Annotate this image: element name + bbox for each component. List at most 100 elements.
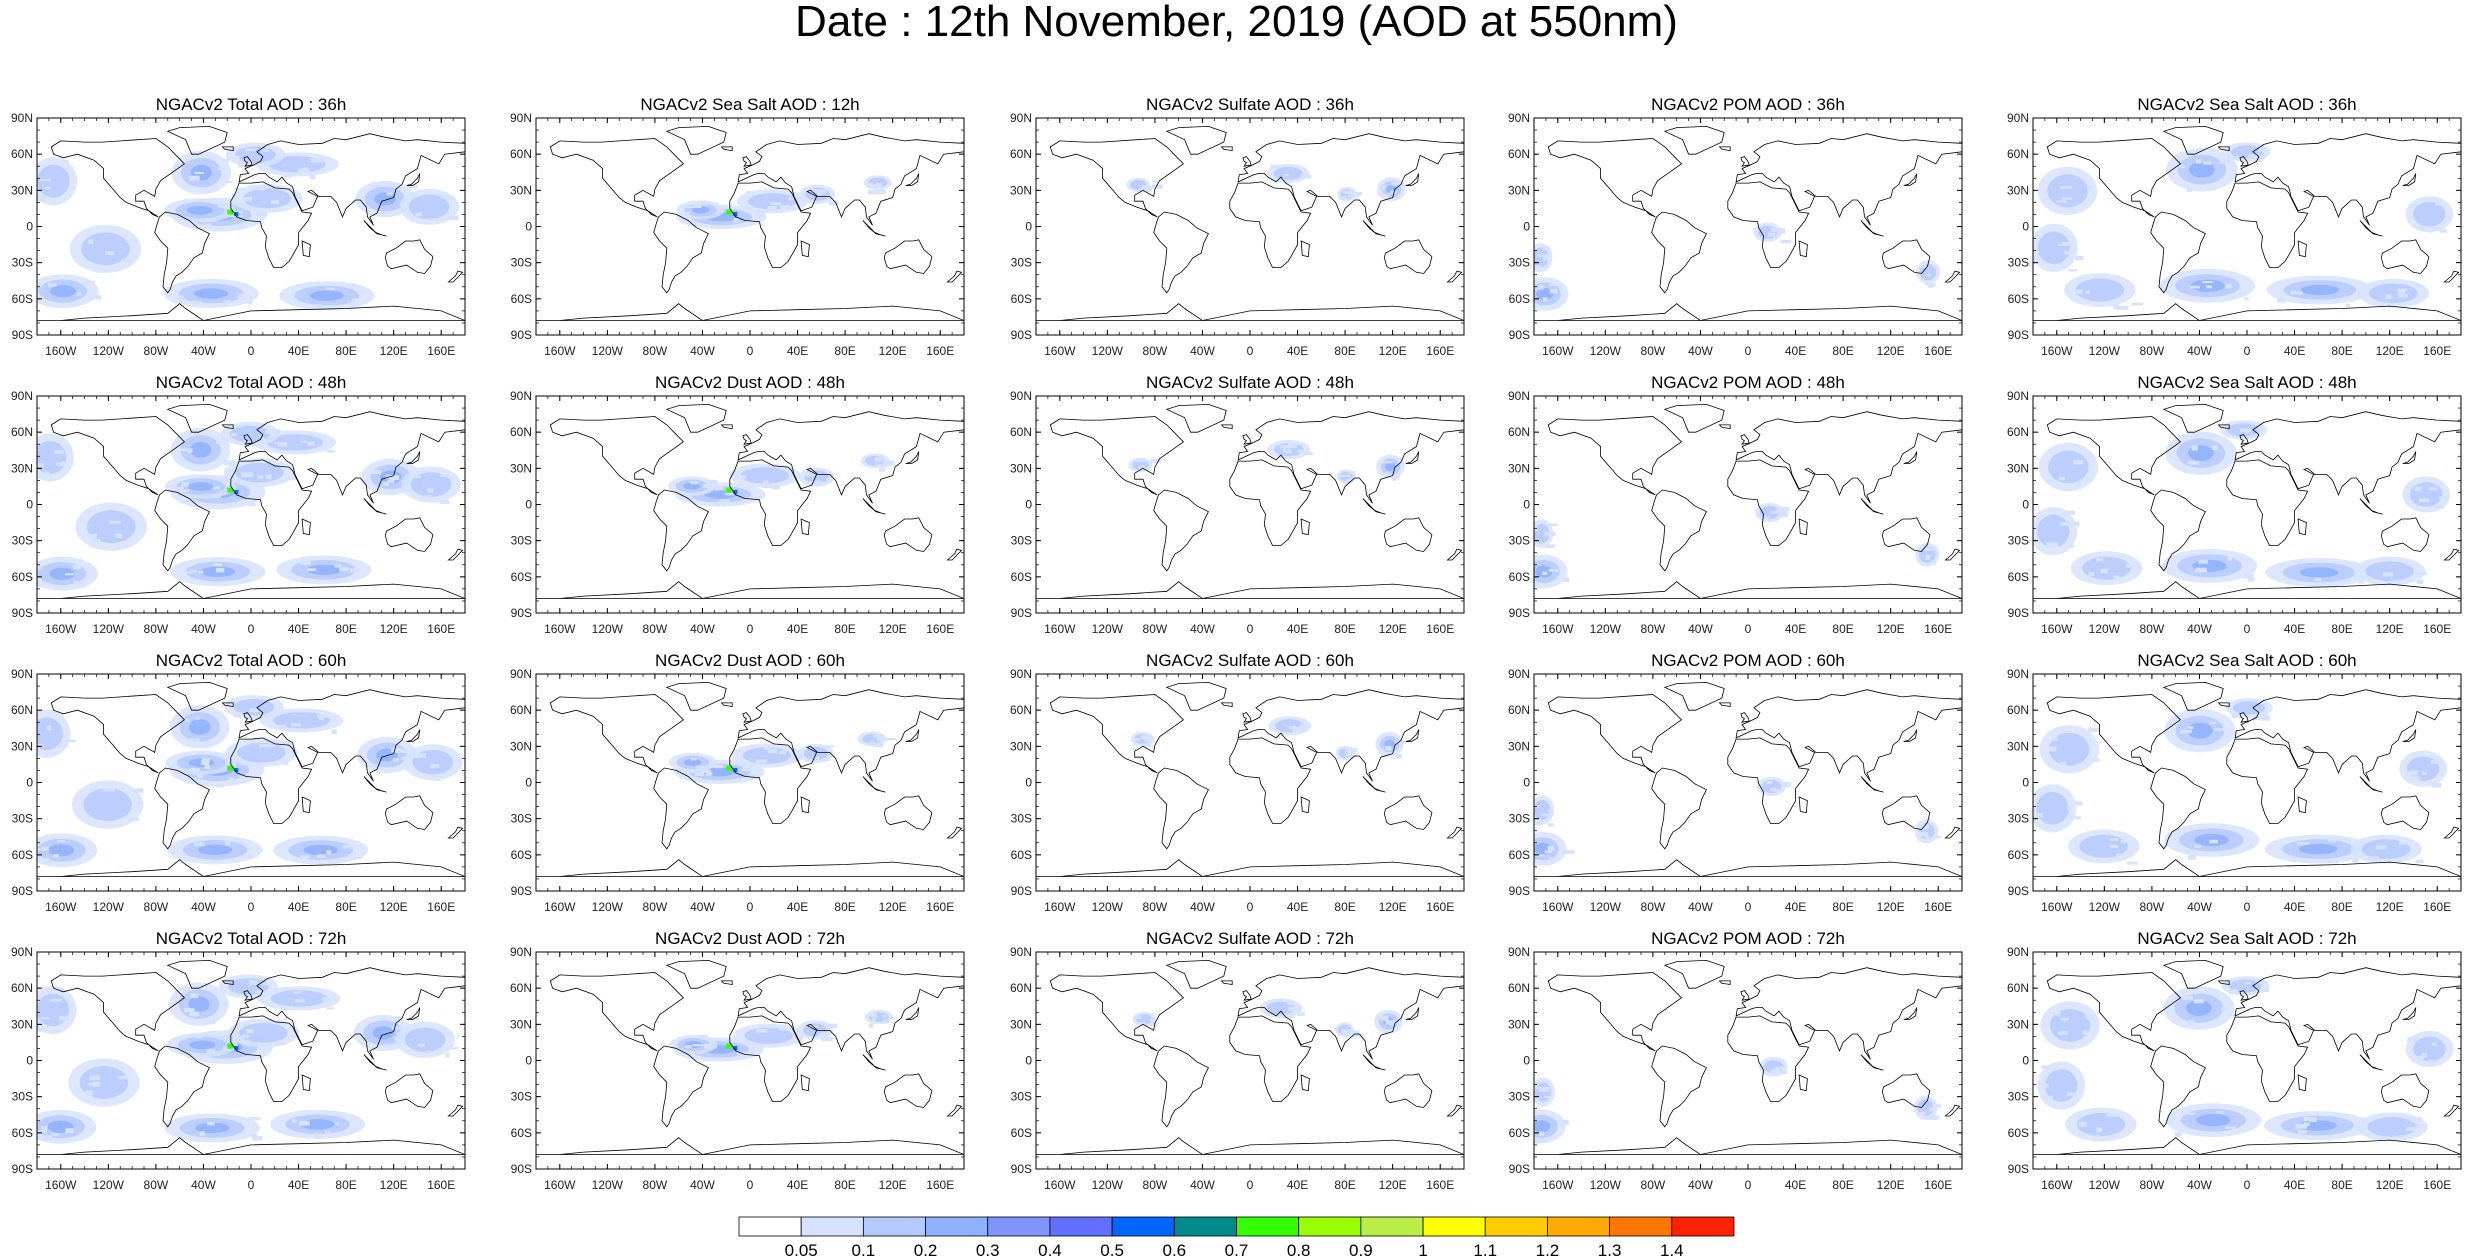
lon-tick-label: 160W: [45, 344, 77, 358]
lon-tick-label: 80E: [1334, 1178, 1355, 1192]
figure-title: Date : 12th November, 2019 (AOD at 550nm…: [795, 0, 1678, 46]
lon-tick-label: 80E: [2331, 900, 2352, 914]
lat-tick-label: 30S: [12, 256, 33, 270]
colorbar-swatch: [1236, 1216, 1300, 1237]
aod-field: [2033, 698, 2447, 865]
lat-tick-label: 90N: [1010, 389, 1032, 403]
lat-tick-label: 0: [525, 1054, 532, 1068]
lon-tick-label: 80W: [144, 622, 169, 636]
lon-tick-label: 0: [1745, 344, 1752, 358]
lat-tick-label: 30N: [510, 739, 532, 753]
lon-tick-label: 40W: [690, 622, 715, 636]
colorbar-label: 0.05: [785, 1241, 818, 1260]
lat-tick-label: 30N: [11, 1017, 33, 1031]
lon-tick-label: 160E: [427, 344, 455, 358]
lat-tick-label: 90S: [1011, 1162, 1032, 1176]
lat-tick-label: 60S: [2008, 570, 2029, 584]
lon-tick-label: 40E: [2284, 344, 2305, 358]
coastlines: [37, 125, 465, 321]
lon-tick-label: 160W: [1044, 900, 1076, 914]
lat-tick-label: 60S: [2008, 292, 2029, 306]
lon-tick-label: 0: [248, 622, 255, 636]
lat-tick-label: 30S: [1509, 1090, 1530, 1104]
map-panel: NGACv2 Sulfate AOD : 72h 90N 60N 30N 0 30S 60S…: [1010, 929, 1465, 1192]
lat-tick-label: 0: [1025, 498, 1032, 512]
aod-field: [1132, 998, 1403, 1037]
lon-tick-label: 160W: [2041, 1178, 2073, 1192]
colorbar-label: 0.6: [1162, 1241, 1186, 1260]
lon-tick-label: 160E: [427, 1178, 455, 1192]
lat-tick-label: 90N: [510, 111, 532, 125]
lon-tick-label: 0: [747, 900, 754, 914]
map-panel: NGACv2 Total AOD : 48h 90N 60N 30N 0 30S 60S 90…: [11, 373, 466, 636]
map-panel: NGACv2 Sea Salt AOD : 60h 90N 60N 30N 0 30S 60…: [2007, 651, 2462, 914]
lat-tick-label: 30S: [1011, 812, 1032, 826]
colorbar-label: 0.4: [1038, 1241, 1062, 1260]
lat-tick-label: 30S: [1509, 256, 1530, 270]
lon-tick-label: 120E: [2376, 1178, 2404, 1192]
lon-tick-label: 160E: [1924, 344, 1952, 358]
lon-tick-label: 120E: [2376, 344, 2404, 358]
lon-tick-label: 120E: [879, 1178, 907, 1192]
lat-tick-label: 60N: [1508, 981, 1530, 995]
lat-tick-label: 90S: [511, 328, 532, 342]
colorbar-swatch: [1609, 1216, 1673, 1237]
lat-tick-label: 0: [2022, 1054, 2029, 1068]
lat-tick-label: 0: [525, 220, 532, 234]
lon-tick-label: 160W: [45, 900, 77, 914]
lat-tick-label: 60N: [510, 425, 532, 439]
coastlines: [37, 959, 465, 1155]
map-panel: NGACv2 Total AOD : 72h 90N 60N 30N 0 30S 60S 90…: [11, 929, 466, 1192]
map-panel: NGACv2 POM AOD : 48h 90N 60N 30N 0 30S 60S 90S 1…: [1508, 373, 1963, 636]
lon-tick-label: 40W: [2187, 1178, 2212, 1192]
lon-tick-label: 40W: [1688, 344, 1713, 358]
panel-title: NGACv2 Dust AOD : 60h: [655, 651, 845, 670]
lon-tick-label: 160E: [1426, 344, 1454, 358]
map-background: [1036, 952, 1464, 1169]
colorbar-label: 1.2: [1536, 1241, 1560, 1260]
lon-tick-label: 40W: [191, 900, 216, 914]
panel-title: NGACv2 Sulfate AOD : 60h: [1146, 651, 1354, 670]
lat-tick-label: 90S: [511, 606, 532, 620]
lon-tick-label: 40E: [1785, 1178, 1806, 1192]
lon-tick-label: 80E: [2331, 1178, 2352, 1192]
lon-tick-label: 80E: [1334, 622, 1355, 636]
lat-tick-label: 30S: [12, 534, 33, 548]
aod-field: [1534, 776, 1941, 866]
lat-tick-label: 90N: [2007, 667, 2029, 681]
lat-tick-label: 0: [26, 498, 33, 512]
lon-tick-label: 80E: [1832, 622, 1853, 636]
lon-tick-label: 80W: [643, 900, 668, 914]
lat-tick-label: 60N: [1508, 703, 1530, 717]
coastlines: [1534, 125, 1962, 321]
lat-tick-label: 90N: [11, 111, 33, 125]
lat-tick-label: 90N: [2007, 945, 2029, 959]
lat-tick-label: 90S: [511, 1162, 532, 1176]
colorbar-label: 1: [1418, 1241, 1427, 1260]
lon-tick-label: 80W: [643, 622, 668, 636]
colorbar-swatch: [1484, 1216, 1548, 1237]
lon-tick-label: 80W: [643, 344, 668, 358]
lat-tick-label: 30S: [511, 256, 532, 270]
lon-tick-label: 120E: [879, 344, 907, 358]
lat-tick-label: 30S: [511, 534, 532, 548]
lon-tick-label: 80E: [335, 622, 356, 636]
colorbar-swatch: [1173, 1216, 1237, 1237]
lat-tick-label: 60N: [2007, 703, 2029, 717]
lon-tick-label: 120W: [592, 1178, 624, 1192]
lon-tick-label: 40E: [1287, 900, 1308, 914]
lat-tick-label: 30N: [2007, 461, 2029, 475]
lat-tick-label: 0: [1523, 1054, 1530, 1068]
lat-tick-label: 0: [2022, 776, 2029, 790]
lat-tick-label: 60N: [11, 981, 33, 995]
colorbar-label: 0.9: [1349, 1241, 1373, 1260]
lat-tick-label: 60N: [1010, 981, 1032, 995]
coastlines: [1534, 681, 1962, 877]
map-panel: NGACv2 Total AOD : 36h 90N 60N 30N 0 30S 60S 90…: [11, 95, 466, 358]
lon-tick-label: 0: [747, 344, 754, 358]
lon-tick-label: 160E: [2423, 344, 2451, 358]
panel-title: NGACv2 Sulfate AOD : 72h: [1146, 929, 1354, 948]
coastlines: [1534, 959, 1962, 1155]
lon-tick-label: 40E: [1785, 900, 1806, 914]
lat-tick-label: 60N: [2007, 425, 2029, 439]
